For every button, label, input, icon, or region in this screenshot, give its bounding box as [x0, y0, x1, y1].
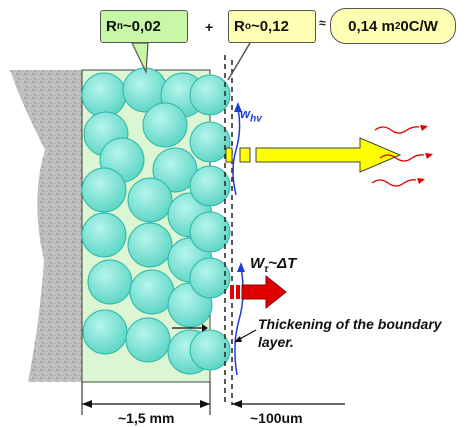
approx-operator: ≈ — [319, 16, 326, 30]
ro-callout-pointer — [227, 42, 251, 81]
w-tau-rest: ~ΔT — [268, 255, 297, 272]
rn-callout-pointer — [131, 42, 149, 75]
w-tau-symbol: W — [250, 255, 265, 272]
ro-value: ~0,12 — [250, 18, 289, 35]
w-tau-label: Wτ~ΔT — [250, 255, 296, 275]
insulation-spheres — [81, 67, 231, 375]
ro-symbol: R — [234, 18, 245, 35]
rn-subscript: п — [116, 21, 123, 32]
boundary-thickness-label: ~100um — [250, 410, 303, 426]
flow-line-upper — [232, 107, 241, 196]
wall — [10, 70, 82, 382]
w-hv-symbol: w — [240, 106, 251, 121]
boundary-label-pointer — [237, 329, 257, 341]
thickness-label: ~1,5 mm — [118, 410, 175, 426]
convection-arrow — [230, 274, 287, 310]
total-sup: 2 — [394, 20, 401, 32]
ro-subscript: o — [244, 21, 251, 32]
boundary-label-line2: layer. — [258, 334, 294, 350]
rn-value: ~0,02 — [122, 18, 161, 35]
flow-arrow-upper — [234, 102, 242, 112]
flow-line-lower — [234, 267, 244, 376]
w-hv-label: whv — [240, 106, 262, 125]
flow-arrow-lower — [237, 262, 245, 272]
w-tau-subscript: τ — [264, 264, 269, 275]
total-callout: 0,14 m 2 0C/W — [330, 8, 456, 44]
radiation-waves — [371, 125, 433, 187]
total-unit: 0C/W — [400, 17, 438, 35]
w-hv-subscript: hv — [250, 113, 262, 125]
total-value: 0,14 m — [348, 17, 395, 35]
plus-operator: + — [205, 19, 214, 35]
radiation-arrow — [225, 137, 402, 173]
boundary-label-line1: Thickening of the boundary — [258, 316, 442, 332]
rn-symbol: R — [106, 18, 117, 35]
